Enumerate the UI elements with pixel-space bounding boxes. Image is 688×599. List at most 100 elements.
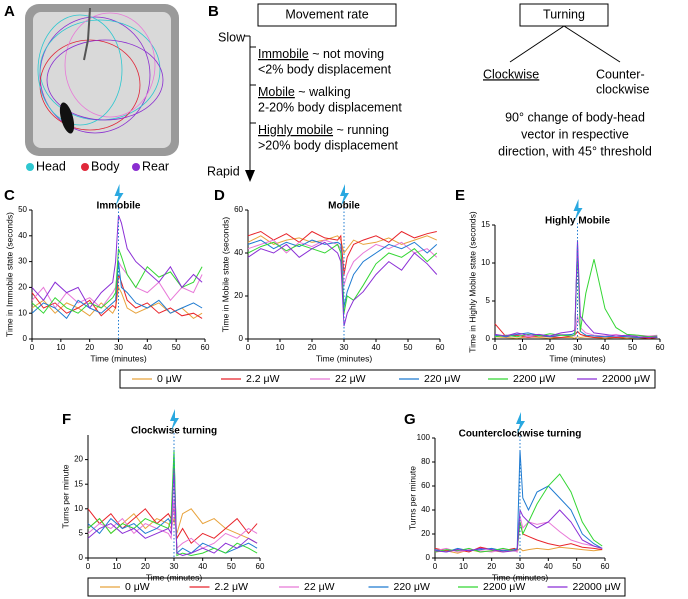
series-line <box>247 235 438 255</box>
x-tick-label: 50 <box>628 343 637 352</box>
chart-title: Immobile <box>97 201 141 212</box>
y-tick-label: 10 <box>74 504 83 513</box>
y-tick-label: 20 <box>74 455 83 464</box>
state-line: Highly mobile ~ running <box>258 123 389 137</box>
x-tick-label: 50 <box>572 562 581 571</box>
legend-dot <box>26 163 34 171</box>
state-detail: <2% body displacement <box>258 62 392 76</box>
chart-title: Mobile <box>328 201 360 212</box>
x-tick-label: 20 <box>308 343 317 352</box>
x-tick-label: 30 <box>573 343 582 352</box>
y-tick-label: 10 <box>18 308 27 317</box>
y-axis-label: Time in Mobile state (seconds) <box>220 217 230 333</box>
x-tick-label: 0 <box>30 343 35 352</box>
x-tick-label: 0 <box>246 343 251 352</box>
axis-end: Slow <box>218 30 246 44</box>
x-tick-label: 40 <box>601 343 610 352</box>
box <box>257 3 397 27</box>
x-axis-label: Time (minutes) <box>316 353 373 363</box>
lightning <box>114 184 124 206</box>
y-axis-label: Turns per minute <box>60 464 70 528</box>
y-tick-label: 0 <box>239 334 244 343</box>
definition: direction, with 45° threshold <box>498 144 652 158</box>
legend-label: 22000 μW <box>602 373 650 385</box>
y-tick-label: 80 <box>421 457 430 466</box>
legend-label: Rear <box>142 159 169 173</box>
series-line <box>247 241 438 327</box>
x-tick-label: 40 <box>372 343 381 352</box>
y-tick-label: 15 <box>481 220 490 229</box>
series-line <box>31 248 203 314</box>
x-tick-label: 50 <box>172 343 181 352</box>
x-tick-label: 60 <box>201 343 210 352</box>
y-tick-label: 15 <box>74 479 83 488</box>
x-tick-label: 60 <box>656 343 665 352</box>
axis-end: Rapid <box>207 164 240 178</box>
branch-label: clockwise <box>596 82 650 96</box>
x-axis-label: Time (minutes) <box>492 572 549 582</box>
legend-label: 220 μW <box>394 581 430 593</box>
y-tick-label: 30 <box>18 257 27 266</box>
x-tick-label: 30 <box>170 562 179 571</box>
legend-label: Head <box>36 159 66 173</box>
definition: vector in respective <box>521 127 629 141</box>
x-tick-label: 10 <box>276 343 285 352</box>
panel-label: A <box>4 3 15 20</box>
y-tick-label: 0 <box>79 553 84 562</box>
x-tick-label: 40 <box>143 343 152 352</box>
x-tick-label: 20 <box>141 562 150 571</box>
y-tick-label: 50 <box>18 205 27 214</box>
panel-label: G <box>404 411 416 428</box>
legend-label: 0 μW <box>157 373 182 385</box>
panel-label: B <box>208 3 219 20</box>
y-tick-label: 40 <box>421 505 430 514</box>
state-desc: ~ walking <box>295 85 351 99</box>
x-tick-label: 10 <box>56 343 65 352</box>
legend-label: 0 μW <box>125 581 150 593</box>
branch-label: Counter- <box>596 67 645 81</box>
x-axis-label: Time (minutes) <box>146 572 203 582</box>
chart-title: Clockwise turning <box>131 426 217 437</box>
state-desc: ~ running <box>333 123 389 137</box>
x-tick-label: 60 <box>256 562 265 571</box>
panel-label: C <box>4 187 15 204</box>
x-tick-label: 20 <box>546 343 555 352</box>
lightning <box>170 409 179 431</box>
box-title: Movement rate <box>285 7 368 21</box>
y-tick-label: 40 <box>234 248 243 257</box>
state-line: Immobile ~ not moving <box>258 47 384 61</box>
legend-label: 22 μW <box>304 581 335 593</box>
y-tick-label: 0 <box>23 334 28 343</box>
legend-label: 220 μW <box>424 373 460 385</box>
x-tick-label: 10 <box>459 562 468 571</box>
y-axis-label: Turns per minute <box>407 466 417 530</box>
x-tick-label: 60 <box>436 343 445 352</box>
x-tick-label: 60 <box>601 562 610 571</box>
series-line <box>434 473 603 553</box>
x-tick-label: 30 <box>114 343 123 352</box>
x-axis-label: Time (minutes) <box>90 353 147 363</box>
legend-label: 2200 μW <box>483 581 525 593</box>
arrowhead <box>245 170 255 182</box>
y-tick-label: 0 <box>486 334 491 343</box>
y-tick-label: 40 <box>18 231 27 240</box>
x-tick-label: 40 <box>544 562 553 571</box>
branch <box>509 25 565 63</box>
y-tick-label: 20 <box>421 529 430 538</box>
legend-dot <box>81 163 89 171</box>
panel-label: E <box>455 187 465 204</box>
state-detail: 2-20% body displacement <box>258 100 402 114</box>
y-tick-label: 20 <box>234 291 243 300</box>
x-tick-label: 30 <box>340 343 349 352</box>
x-tick-label: 10 <box>518 343 527 352</box>
x-tick-label: 0 <box>86 562 91 571</box>
definition: 90° change of body-head <box>505 110 645 124</box>
y-tick-label: 100 <box>417 433 431 442</box>
legend-label: 2.2 μW <box>246 373 280 385</box>
x-tick-label: 0 <box>433 562 438 571</box>
legend-dot <box>132 163 140 171</box>
series-line <box>87 498 258 550</box>
y-tick-label: 60 <box>421 481 430 490</box>
x-tick-label: 20 <box>487 562 496 571</box>
